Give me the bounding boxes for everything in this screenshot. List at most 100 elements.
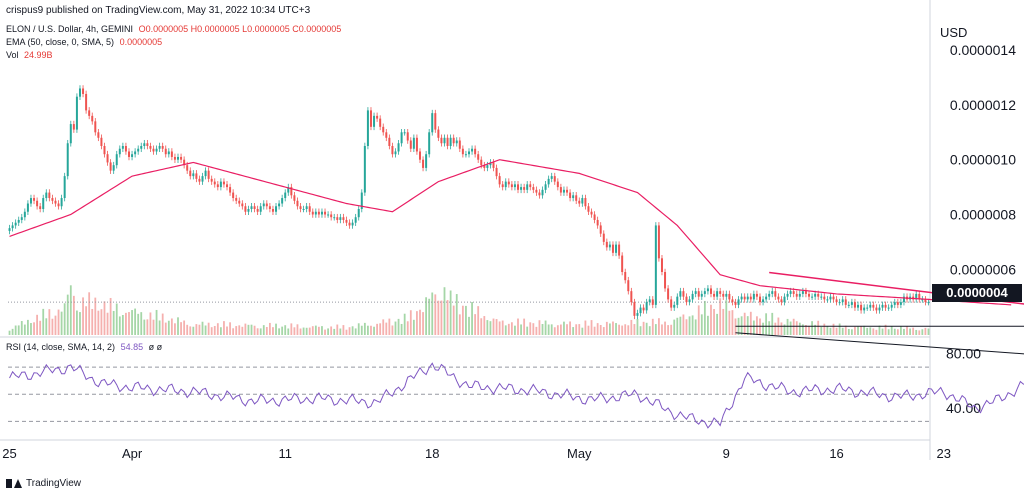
price-tick-label: 0.0000010 <box>950 152 1016 168</box>
volume-bar <box>673 319 676 335</box>
volume-bar <box>360 325 363 335</box>
candle-body <box>210 178 213 182</box>
volume-bar <box>820 326 823 335</box>
candle-body <box>688 299 691 303</box>
candle-body <box>112 165 115 171</box>
candle-body <box>737 299 740 305</box>
candle-body <box>320 211 323 215</box>
rsi-value: 54.85 <box>120 342 144 352</box>
volume-bar <box>633 324 636 335</box>
volume-bar <box>808 325 810 335</box>
volume-bar <box>884 324 887 335</box>
volume-bar <box>768 321 771 335</box>
volume-bar <box>198 324 201 335</box>
candle-body <box>566 189 569 193</box>
candle-body <box>403 132 406 134</box>
volume-bar <box>229 322 231 335</box>
candle-body <box>425 154 428 168</box>
volume-bar <box>85 306 88 335</box>
candle-body <box>88 110 91 116</box>
candle-body <box>495 167 498 177</box>
volume-bar <box>915 329 918 335</box>
candle-body <box>180 156 183 160</box>
candle-body <box>728 293 731 300</box>
candle-body <box>899 302 902 305</box>
volume-bar <box>878 325 881 335</box>
candle-body <box>826 299 829 301</box>
volume-bar <box>841 327 844 335</box>
candle-body <box>602 233 605 242</box>
footer-brand: TradingView <box>26 478 82 489</box>
candle-body <box>691 293 694 300</box>
candle-body <box>23 211 26 218</box>
volume-bar <box>532 323 535 335</box>
candle-body <box>244 206 247 212</box>
volume-bar <box>354 328 357 335</box>
candle-body <box>700 293 703 297</box>
candle-body <box>556 181 559 188</box>
volume-bar <box>792 318 795 335</box>
volume-bar <box>112 310 115 335</box>
candle-body <box>645 302 648 311</box>
volume-bar <box>651 318 654 335</box>
candle-body <box>716 291 719 297</box>
volume-bar <box>927 328 930 335</box>
volume-bar <box>798 322 801 335</box>
candle-body <box>36 200 39 207</box>
volume-bar <box>639 326 642 335</box>
candle-body <box>608 244 611 248</box>
candle-body <box>109 162 112 171</box>
volume-bar <box>20 321 23 335</box>
volume-bar <box>679 316 682 335</box>
rsi-legend: RSI (14, close, SMA, 14, 2) 54.85 ø ø <box>6 342 165 352</box>
candle-body <box>201 176 204 182</box>
candle-body <box>345 219 348 223</box>
candle-body <box>820 296 823 298</box>
volume-bar <box>109 297 112 335</box>
candle-body <box>296 200 299 207</box>
candle-body <box>866 307 869 309</box>
candle-body <box>887 307 890 309</box>
candle-body <box>216 184 219 188</box>
price-tick-label: 0.0000012 <box>950 97 1016 113</box>
volume-bar <box>357 323 360 335</box>
price-tick-label: 0.0000006 <box>950 261 1016 277</box>
volume-bar <box>544 320 547 335</box>
price-tick-label: 0.0000014 <box>950 42 1016 58</box>
volume-bar <box>471 302 473 335</box>
volume-bar <box>296 324 299 335</box>
volume-bar <box>550 324 553 335</box>
candle-body <box>11 225 14 229</box>
volume-bar <box>11 328 14 335</box>
candle-body <box>275 206 278 212</box>
candle-body <box>26 203 29 212</box>
candle-body <box>103 146 106 155</box>
volume-bar <box>39 320 42 335</box>
volume-bar <box>863 325 866 335</box>
candle-body <box>734 302 737 305</box>
candle-body <box>238 200 241 204</box>
candle-body <box>327 214 330 216</box>
candle-body <box>857 304 860 308</box>
volume-bar <box>425 297 428 335</box>
candle-body <box>924 299 927 303</box>
candle-body <box>177 156 180 160</box>
candle-body <box>195 173 198 179</box>
volume-bar <box>756 316 758 335</box>
candle-body <box>553 176 556 182</box>
candle-body <box>94 121 97 133</box>
volume-bar <box>921 329 924 335</box>
volume-bar <box>590 320 593 335</box>
volume-bar <box>149 312 152 335</box>
volume-bar <box>88 292 91 335</box>
candle-body <box>498 176 501 185</box>
volume-bar <box>363 322 366 335</box>
volume-bar <box>854 326 856 335</box>
volume-bar <box>587 325 590 335</box>
volume-bar <box>302 327 305 335</box>
volume-bar <box>336 324 339 335</box>
volume-bar <box>538 320 541 335</box>
volume-bar <box>268 322 271 335</box>
volume-bar <box>455 294 458 335</box>
candle-body <box>633 302 636 316</box>
